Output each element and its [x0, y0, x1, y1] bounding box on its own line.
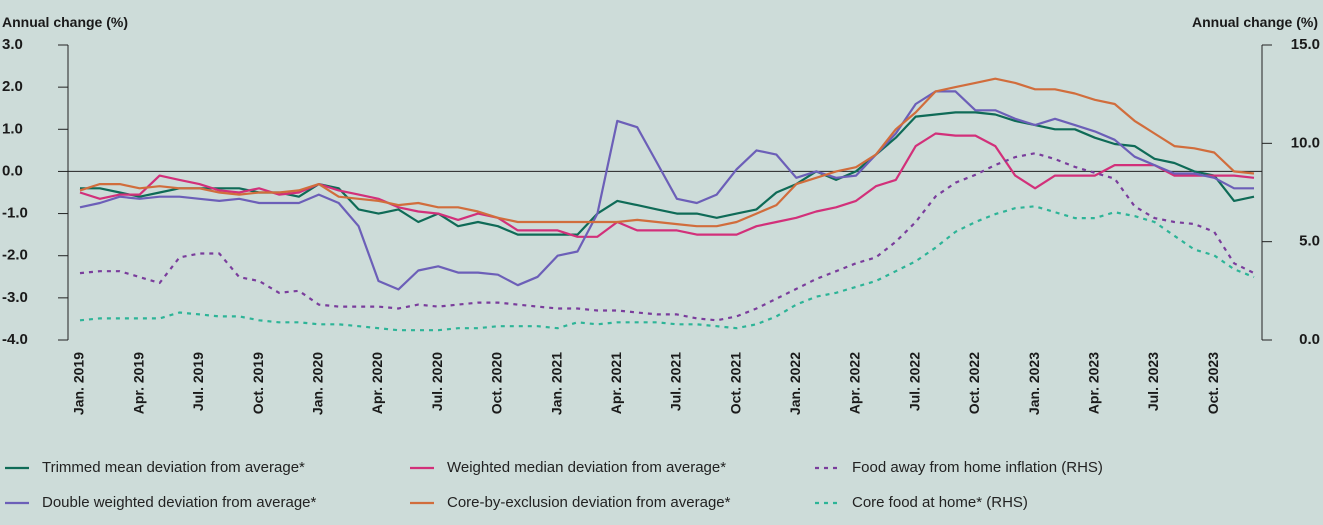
legend-label: Core food at home* (RHS) — [852, 494, 1028, 511]
x-tick-label: Jul. 2019 — [190, 352, 206, 411]
x-tick-label: Oct. 2021 — [727, 352, 743, 414]
x-tick-label: Oct. 2022 — [966, 352, 982, 414]
y-tick-label: -2.0 — [2, 247, 28, 264]
y-tick-label: 2.0 — [2, 78, 23, 95]
x-tick-label: Jan. 2023 — [1026, 352, 1042, 415]
y-tick-label: -4.0 — [2, 331, 28, 348]
x-tick-label: Apr. 2019 — [130, 352, 146, 414]
x-tick-label: Apr. 2022 — [847, 352, 863, 414]
x-tick-label: Jan. 2019 — [71, 352, 87, 415]
x-tick-label: Oct. 2023 — [1205, 352, 1221, 414]
y2-tick-label: 0.0 — [1299, 331, 1320, 348]
y-tick-label: 1.0 — [2, 120, 23, 137]
x-tick-label: Jul. 2021 — [668, 352, 684, 411]
series-line — [79, 132, 1255, 238]
y-tick-label: -1.0 — [2, 205, 28, 222]
y2-tick-label: 15.0 — [1291, 36, 1320, 53]
y2-tick-label: 10.0 — [1291, 134, 1320, 151]
y-tick-label: -3.0 — [2, 289, 28, 306]
legend-label: Food away from home inflation (RHS) — [852, 459, 1103, 476]
x-tick-label: Jul. 2020 — [429, 352, 445, 411]
x-tick-label: Jan. 2020 — [309, 352, 325, 415]
legend-label: Core-by-exclusion deviation from average… — [447, 494, 731, 511]
series-line — [80, 111, 1255, 236]
x-tick-label: Jan. 2022 — [787, 352, 803, 415]
legend-label: Trimmed mean deviation from average* — [42, 459, 305, 476]
x-tick-label: Apr. 2021 — [608, 352, 624, 414]
y-tick-label: 3.0 — [2, 36, 23, 53]
series-line — [79, 152, 1255, 322]
legend-label: Double weighted deviation from average* — [42, 494, 316, 511]
series-line — [79, 205, 1255, 332]
x-tick-label: Apr. 2023 — [1086, 352, 1102, 414]
legend-label: Weighted median deviation from average* — [447, 459, 726, 476]
x-tick-label: Oct. 2019 — [250, 352, 266, 414]
x-tick-label: Oct. 2020 — [489, 352, 505, 414]
y2-tick-label: 5.0 — [1299, 233, 1320, 250]
y2-axis-title: Annual change (%) — [1192, 14, 1318, 30]
x-tick-label: Jul. 2023 — [1145, 352, 1161, 411]
series-line — [79, 90, 1254, 291]
y-axis-title: Annual change (%) — [2, 14, 128, 30]
x-tick-label: Jan. 2021 — [548, 352, 564, 415]
y-tick-label: 0.0 — [2, 162, 23, 179]
x-tick-label: Apr. 2020 — [369, 352, 385, 414]
series-line — [79, 77, 1255, 228]
x-tick-label: Jul. 2022 — [906, 352, 922, 411]
